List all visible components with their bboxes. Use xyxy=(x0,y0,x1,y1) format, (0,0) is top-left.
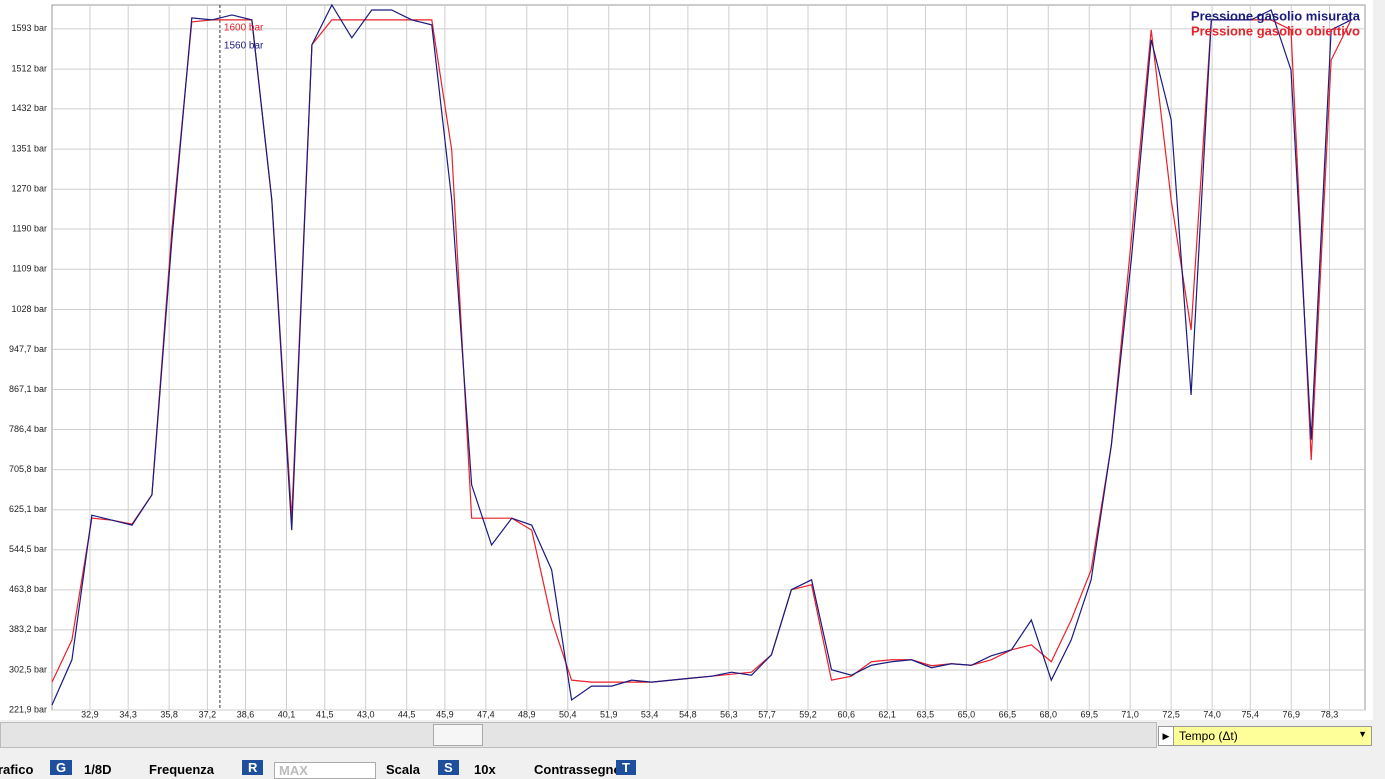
x-tick-label: 34,3 xyxy=(119,709,137,719)
y-tick-label: 947,7 bar xyxy=(9,344,47,354)
y-tick-label: 1432 bar xyxy=(11,103,47,113)
x-tick-label: 60,6 xyxy=(837,709,855,719)
x-tick-label: 44,5 xyxy=(398,709,416,719)
cursor-label: 1560 bar xyxy=(224,41,264,52)
x-tick-label: 54,8 xyxy=(679,709,697,719)
y-tick-label: 302,5 bar xyxy=(9,664,47,674)
shortcut-key: S xyxy=(438,760,459,775)
x-axis-select[interactable]: ▶ Tempo (Δt) ▼ xyxy=(1158,726,1372,746)
y-tick-label: 463,8 bar xyxy=(9,584,47,594)
arrow-icon: ▶ xyxy=(1159,727,1174,745)
y-tick-label: 1512 bar xyxy=(11,63,47,73)
x-tick-label: 66,5 xyxy=(999,709,1017,719)
x-tick-label: 74,0 xyxy=(1203,709,1221,719)
x-tick-label: 71,0 xyxy=(1121,709,1139,719)
y-tick-label: 1109 bar xyxy=(12,264,47,274)
x-tick-label: 51,9 xyxy=(600,709,618,719)
x-tick-label: 40,1 xyxy=(278,709,296,719)
y-tick-label: 867,1 bar xyxy=(9,384,47,394)
y-tick-label: 1270 bar xyxy=(11,184,47,194)
x-tick-label: 68,0 xyxy=(1040,709,1058,719)
shortcut-key: R xyxy=(242,760,264,775)
x-tick-label: 45,9 xyxy=(436,709,454,719)
x-tick-label: 75,4 xyxy=(1242,709,1260,719)
legend-entry: Pressione gasolio obiettivo xyxy=(1191,23,1360,38)
x-tick-label: 56,3 xyxy=(720,709,738,719)
x-tick-label: 32,9 xyxy=(81,709,99,719)
x-tick-label: 35,8 xyxy=(160,709,178,719)
chart-bg xyxy=(0,0,1373,720)
shortcut-key: T xyxy=(616,760,636,775)
chart: 221,9 bar 302,5 bar 383,2 bar 463,8 bar 544,… xyxy=(0,0,1373,720)
y-tick-label: 544,5 bar xyxy=(9,544,47,554)
x-tick-label: 53,4 xyxy=(641,709,659,719)
shortcut-key: G xyxy=(50,760,73,775)
x-tick-label: 57,7 xyxy=(758,709,776,719)
scroll-thumb[interactable] xyxy=(433,724,483,746)
toolbar: rafico G 1/8D Frequenza R MAX Scala S 10x Contras… xyxy=(0,758,1385,779)
x-tick-label: 72,5 xyxy=(1162,709,1180,719)
cursor-label: 1600 bar xyxy=(224,23,264,34)
y-tick-label: 1593 bar xyxy=(11,23,47,33)
x-tick-label: 62,1 xyxy=(878,709,896,719)
x-tick-label: 59,2 xyxy=(799,709,817,719)
x-tick-label: 63,5 xyxy=(917,709,935,719)
x-tick-label: 65,0 xyxy=(958,709,976,719)
select-text: Tempo (Δt) xyxy=(1179,729,1238,743)
scrollbar[interactable] xyxy=(0,722,1157,748)
y-tick-label: 1351 bar xyxy=(11,143,47,153)
y-tick-label: 705,8 bar xyxy=(9,464,47,474)
legend-entry: Pressione gasolio misurata xyxy=(1191,8,1361,23)
dropdown-icon: ▼ xyxy=(1358,729,1367,739)
x-tick-label: 50,4 xyxy=(559,709,577,719)
y-tick-label: 625,1 bar xyxy=(9,504,47,514)
y-tick-label: 1190 bar xyxy=(12,223,47,233)
x-tick-label: 48,9 xyxy=(518,709,536,719)
x-tick-label: 78,3 xyxy=(1321,709,1339,719)
x-tick-label: 37,2 xyxy=(199,709,217,719)
input-field[interactable]: MAX xyxy=(274,762,376,779)
y-tick-label: 383,2 bar xyxy=(9,624,47,634)
x-tick-label: 47,4 xyxy=(477,709,495,719)
y-tick-label: 786,4 bar xyxy=(9,424,47,434)
x-tick-label: 43,0 xyxy=(357,709,375,719)
x-tick-label: 38,6 xyxy=(237,709,255,719)
y-tick-label: 1028 bar xyxy=(11,304,47,314)
x-tick-label: 69,5 xyxy=(1080,709,1098,719)
series-line xyxy=(51,3,1352,706)
y-tick-label: 221,9 bar xyxy=(9,704,47,714)
x-tick-label: 76,9 xyxy=(1283,709,1301,719)
x-tick-label: 41,5 xyxy=(316,709,334,719)
